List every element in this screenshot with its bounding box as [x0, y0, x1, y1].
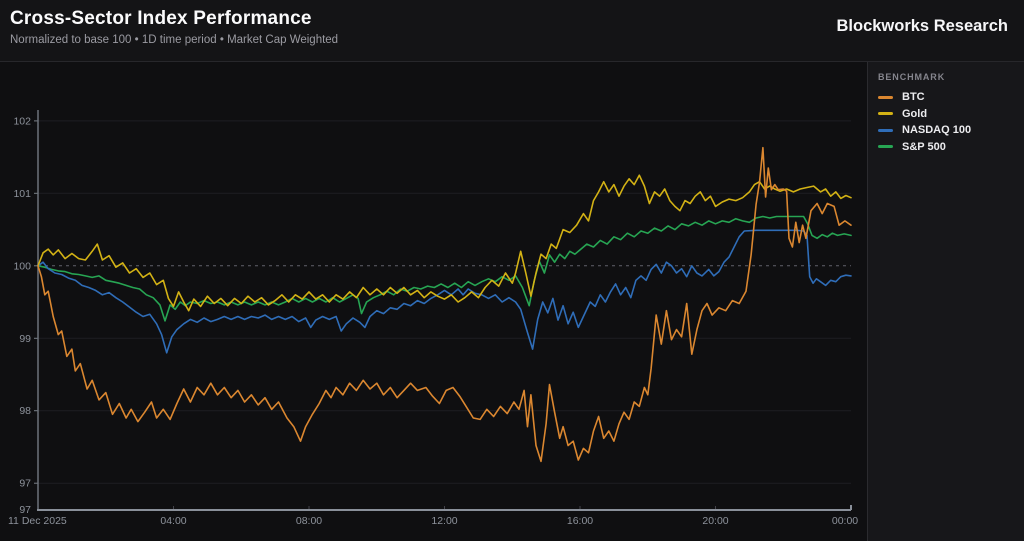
legend-title: BENCHMARK — [878, 72, 946, 82]
x-tick-label: 20:00 — [702, 515, 728, 527]
series-line-btc[interactable] — [37, 146, 852, 463]
y-axis-min-label: 97 — [19, 504, 31, 516]
series-line-nasdaq-100[interactable] — [37, 229, 852, 354]
x-tick-label: 08:00 — [296, 515, 322, 527]
legend-swatch-gold — [878, 112, 893, 116]
y-tick-label: 99 — [19, 333, 31, 345]
page-subtitle: Normalized to base 100 • 1D time period … — [10, 34, 339, 46]
y-tick-label: 98 — [19, 405, 31, 417]
legend-items: BTC Gold NASDAQ 100 S&P 500 — [878, 89, 1014, 155]
x-tick-label: 16:00 — [567, 515, 593, 527]
legend-panel: BENCHMARK BTC Gold NASDAQ 100 S&P 500 — [867, 62, 1024, 541]
legend-item-label: BTC — [902, 91, 925, 104]
brand-logo: Blockworks Research — [836, 17, 1008, 35]
y-tick-label: 101 — [13, 188, 31, 200]
legend-item-nasdaq-100[interactable]: NASDAQ 100 — [878, 122, 1014, 139]
x-tick-label: 11 Dec 2025 — [8, 515, 67, 527]
performance-chart[interactable]: 97 98 99 100 101 102 97 11 Dec 2025 04:00 08:00 12… — [0, 62, 867, 541]
y-tick-label: 97 — [19, 478, 31, 490]
legend-item-label: Gold — [902, 107, 928, 120]
legend-swatch-btc — [878, 95, 893, 99]
legend-item-label: NASDAQ 100 — [902, 124, 972, 137]
legend-swatch-s-p-500 — [878, 145, 893, 149]
x-tick-label: 04:00 — [160, 515, 186, 527]
y-tick-label: 102 — [13, 115, 31, 127]
series-line-s-p-500[interactable] — [37, 215, 852, 322]
legend-item-s-p-500[interactable]: S&P 500 — [878, 139, 1014, 156]
x-tick-label: 12:00 — [431, 515, 457, 527]
legend-item-btc[interactable]: BTC — [878, 89, 1014, 106]
y-tick-label: 100 — [13, 260, 31, 272]
series-line-gold[interactable] — [37, 174, 852, 312]
x-tick-label: 00:00 — [832, 515, 858, 527]
header: Cross-Sector Index Performance Normalize… — [0, 0, 1024, 62]
page-title: Cross-Sector Index Performance — [10, 8, 312, 29]
main-area: 97 98 99 100 101 102 97 11 Dec 2025 04:00 08:00 12… — [0, 62, 1024, 541]
legend-swatch-nasdaq-100 — [878, 128, 893, 132]
legend-item-gold[interactable]: Gold — [878, 106, 1014, 123]
legend-item-label: S&P 500 — [902, 140, 946, 153]
